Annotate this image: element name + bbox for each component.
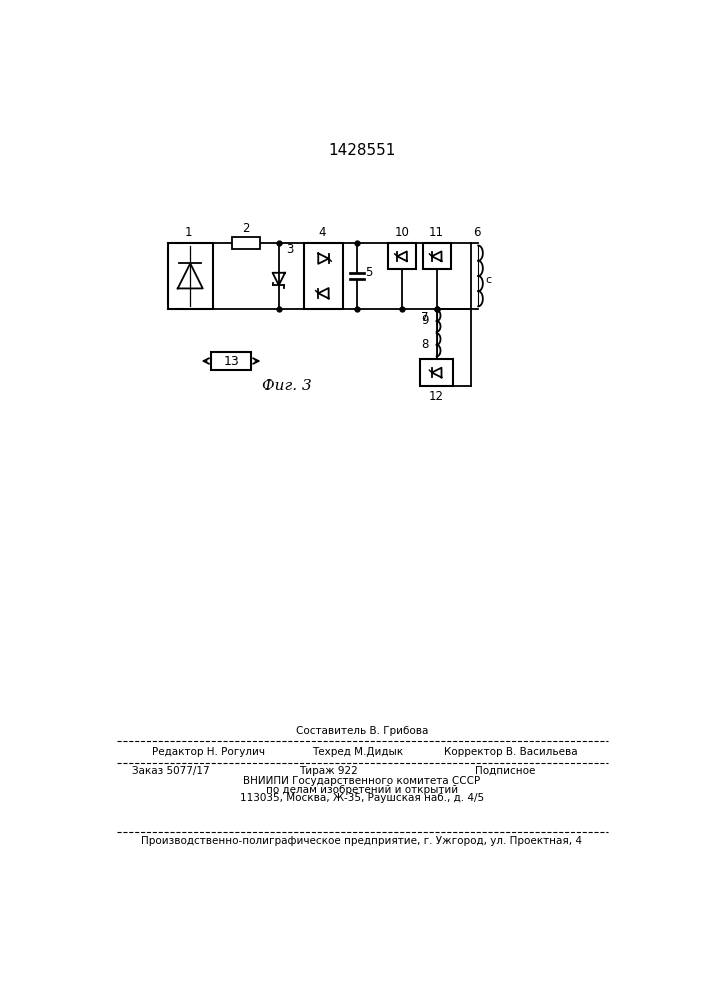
Bar (388, 243, 416, 269)
Text: Подписное: Подписное (475, 766, 535, 776)
Text: Заказ 5077/17: Заказ 5077/17 (132, 766, 210, 776)
Text: по делам изобретений и открытий: по делам изобретений и открытий (266, 785, 458, 795)
Bar (304, 243, 343, 309)
Text: Тираж 922: Тираж 922 (300, 766, 358, 776)
Text: Редактор Н. Рогулич: Редактор Н. Рогулич (152, 747, 264, 757)
Text: 3: 3 (286, 243, 293, 256)
Text: 6: 6 (473, 226, 480, 239)
Bar (168, 243, 213, 309)
Text: 11: 11 (429, 226, 444, 239)
Bar (232, 237, 259, 249)
Text: Фиг. 3: Фиг. 3 (262, 379, 311, 393)
Bar (211, 352, 251, 370)
Text: Производственно-полиграфическое предприятие, г. Ужгород, ул. Проектная, 4: Производственно-полиграфическое предприя… (141, 836, 583, 846)
Text: 4: 4 (318, 226, 326, 239)
Text: 7: 7 (421, 311, 429, 324)
Text: 1428551: 1428551 (328, 143, 396, 158)
Text: 8: 8 (421, 338, 429, 351)
Text: ВНИИПИ Государственного комитета СССР: ВНИИПИ Государственного комитета СССР (243, 776, 481, 786)
Text: Составитель В. Грибова: Составитель В. Грибова (296, 726, 428, 736)
Bar (423, 243, 450, 269)
Text: Корректор В. Васильева: Корректор В. Васильева (444, 747, 578, 757)
Text: 10: 10 (395, 226, 409, 239)
Text: 113035, Москва, Ж-35, Раушская наб., д. 4/5: 113035, Москва, Ж-35, Раушская наб., д. … (240, 793, 484, 803)
Text: 13: 13 (223, 355, 239, 368)
Text: 5: 5 (365, 266, 373, 279)
Text: c: c (485, 275, 491, 285)
Bar (421, 359, 452, 386)
Text: 12: 12 (429, 389, 444, 402)
Text: Техред М.Дидык: Техред М.Дидык (312, 747, 403, 757)
Text: 9: 9 (421, 314, 429, 327)
Text: 2: 2 (242, 222, 250, 235)
Text: 1: 1 (185, 226, 192, 239)
